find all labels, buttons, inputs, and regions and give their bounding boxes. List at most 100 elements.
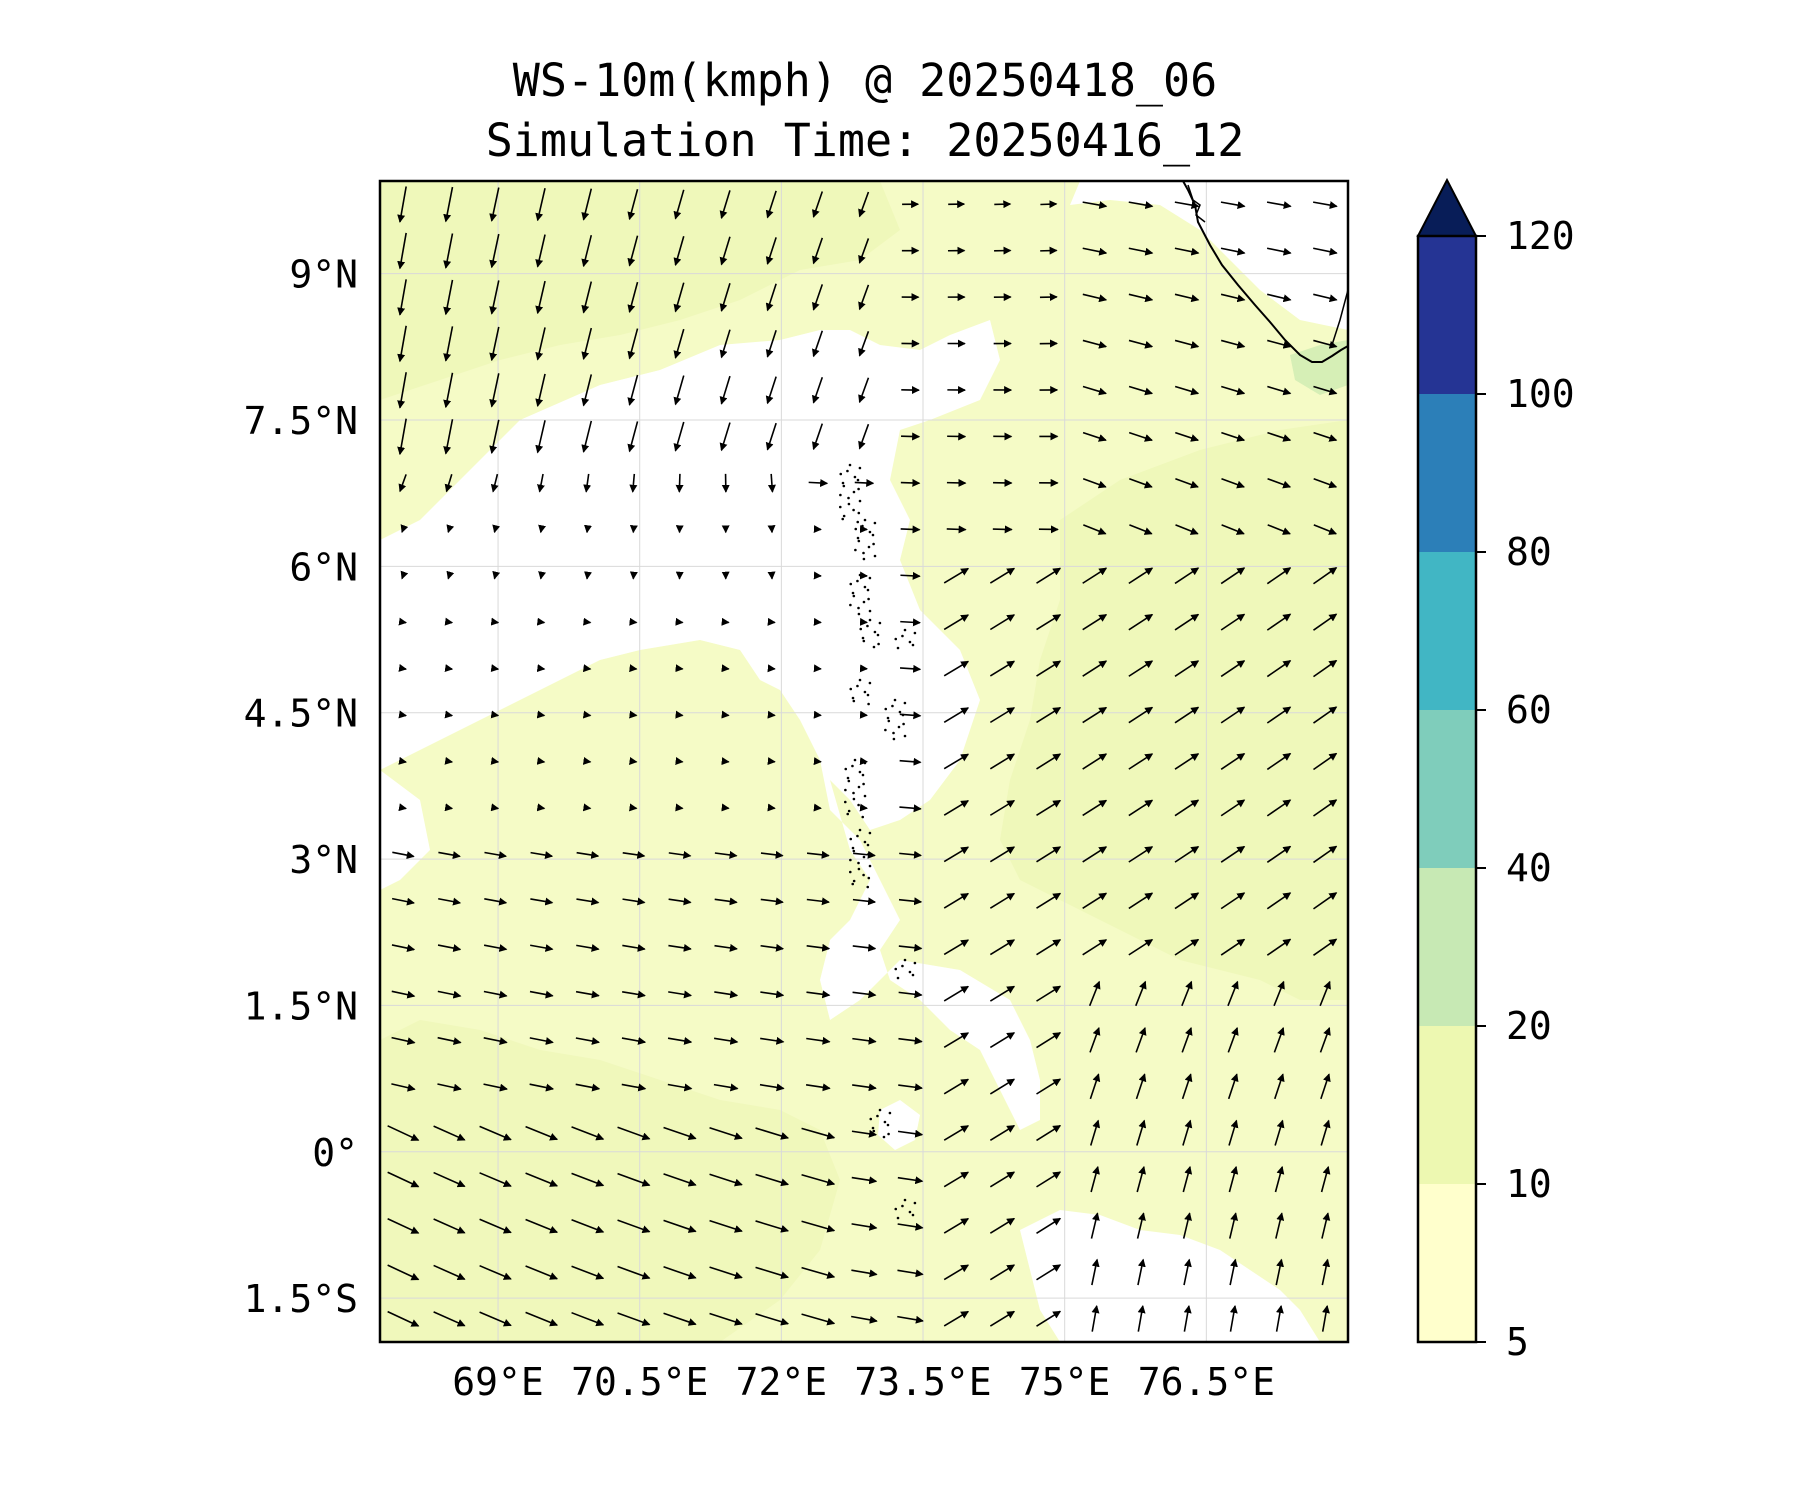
wind-vector xyxy=(1221,524,1245,535)
wind-vector xyxy=(582,710,592,719)
wind-vector xyxy=(668,897,692,906)
island-dot xyxy=(853,758,857,762)
wind-vector xyxy=(1274,1119,1285,1146)
wind-vector xyxy=(673,236,685,267)
island-dot xyxy=(871,533,875,537)
wind-vector xyxy=(479,1218,512,1234)
coastline-inlet xyxy=(1187,184,1206,223)
wind-vector xyxy=(1128,938,1154,956)
wind-vector xyxy=(898,990,923,999)
wind-vector xyxy=(767,473,776,493)
island-dot xyxy=(896,1216,900,1220)
wind-vector xyxy=(719,190,731,220)
shade-coast-patch xyxy=(1290,340,1348,395)
y-tick-label: 6°N xyxy=(289,545,358,589)
wind-vector xyxy=(617,1126,651,1141)
island-dot xyxy=(902,722,905,726)
wind-vector xyxy=(663,1173,697,1187)
wind-vector xyxy=(767,710,776,719)
wind-vector xyxy=(1220,613,1246,631)
wind-vector xyxy=(1082,799,1108,817)
wind-vector xyxy=(1183,1258,1192,1286)
wind-vector xyxy=(801,1313,836,1326)
island-dot xyxy=(868,530,872,534)
wind-vector xyxy=(675,757,684,765)
wind-vector xyxy=(673,282,685,313)
wind-vector xyxy=(989,939,1016,956)
wind-vector xyxy=(943,660,970,677)
x-tick-label: 69°E xyxy=(452,1360,544,1404)
colorbar-label: 5 xyxy=(1506,1320,1529,1364)
wind-vector xyxy=(1182,1212,1192,1239)
wind-vector xyxy=(721,757,730,766)
wind-vector xyxy=(629,473,638,493)
wind-vector xyxy=(1089,1026,1101,1053)
island-dot xyxy=(854,548,857,552)
wind-vector xyxy=(575,1083,601,1092)
wind-vector xyxy=(760,1036,785,1045)
island-dot xyxy=(886,716,890,720)
wind-vector xyxy=(1082,247,1108,256)
wind-vector xyxy=(1266,567,1292,585)
wind-vector xyxy=(1229,1304,1238,1332)
wind-vector xyxy=(391,1083,416,1092)
island-dot xyxy=(861,636,865,640)
wind-vector xyxy=(530,944,554,952)
wind-vector xyxy=(1228,1212,1239,1239)
wind-vector xyxy=(1036,706,1062,724)
wind-vector xyxy=(1175,478,1199,489)
wind-vector xyxy=(398,803,407,812)
wind-vector xyxy=(1128,293,1154,303)
wind-vector xyxy=(989,1264,1016,1281)
wind-vector xyxy=(755,1173,790,1187)
wind-vector xyxy=(1266,938,1292,956)
wind-vector xyxy=(535,327,546,361)
wind-vector xyxy=(398,474,407,493)
wind-vector xyxy=(571,1265,605,1280)
wind-vector xyxy=(989,707,1016,724)
wind-vector xyxy=(801,1127,836,1140)
wind-vector xyxy=(398,710,407,719)
wind-vector xyxy=(1181,980,1193,1007)
wind-vector xyxy=(943,567,970,584)
island-dot xyxy=(911,643,915,647)
wind-vector xyxy=(1136,1119,1147,1146)
wind-vector xyxy=(714,943,738,952)
wind-vector xyxy=(755,1313,790,1326)
wind-vector xyxy=(1082,293,1108,303)
island-dot xyxy=(871,1126,875,1130)
wind-vector xyxy=(1036,1078,1062,1095)
island-dot xyxy=(866,843,870,847)
shade-east-band xyxy=(1000,420,1348,1000)
wind-vector xyxy=(898,897,923,906)
island-dot xyxy=(862,782,865,786)
wind-vector xyxy=(812,330,824,358)
island-dot xyxy=(903,1198,907,1202)
wind-vector xyxy=(813,803,822,812)
wind-vector xyxy=(675,710,684,719)
island-dot xyxy=(849,858,852,862)
island-dot xyxy=(857,539,861,543)
island-dot xyxy=(849,603,852,607)
island-dot xyxy=(846,469,849,473)
wind-vector xyxy=(675,803,684,812)
island-dot xyxy=(849,837,853,841)
wind-vector xyxy=(1128,431,1153,442)
wind-vector xyxy=(617,1265,651,1280)
wind-vector xyxy=(721,617,730,626)
wind-vector xyxy=(858,191,870,218)
island-dot xyxy=(872,542,875,546)
wind-vector xyxy=(859,757,868,766)
wind-vector xyxy=(943,892,970,909)
island-dot xyxy=(888,1111,892,1115)
island-dot xyxy=(862,855,866,859)
island-dot xyxy=(887,719,891,723)
island-dot xyxy=(903,958,907,962)
wind-vector xyxy=(582,756,592,765)
island-dot xyxy=(883,1120,887,1124)
wind-vector xyxy=(675,617,684,626)
wind-vector xyxy=(897,1129,924,1138)
wind-vector xyxy=(1174,293,1200,303)
island-dot xyxy=(851,764,854,768)
y-tick-label: 7.5°N xyxy=(244,399,358,443)
